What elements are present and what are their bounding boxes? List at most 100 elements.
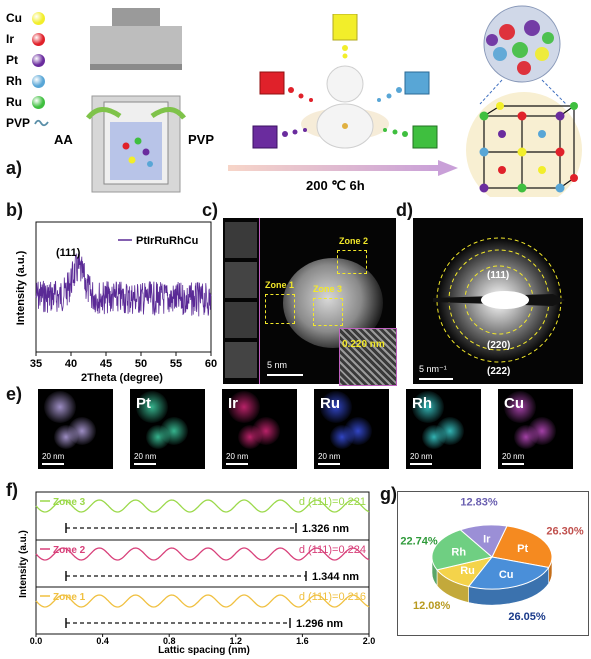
eds-scale-label: 20 nm [226,452,249,461]
profile-line [35,499,370,513]
xrd-xtick-label: 55 [170,358,182,370]
eds-scale-label: 20 nm [134,452,157,461]
ring-label-222: (222) [487,366,511,377]
pie-category-label: Pt [517,543,528,555]
composition-pie-chart: Pt Cu Ru Rh Ir 26.30% 26.05% 12.08% 22.74% 12.83… [400,497,584,624]
eds-map-ir: Ir 20 nm [222,389,297,469]
profile-xlabel: Lattic spacing (nm) [158,645,250,656]
autoclave-illustration [86,8,186,193]
particle-signal [238,425,262,449]
pie-slice-rh [431,529,494,571]
reaction-condition: 200 ℃ 6h [306,178,365,193]
profile-line [35,594,370,608]
haadf-image: Zone 1 Zone 2 Zone 3 0.220 nm 5 nm [223,218,397,386]
particle-signal [146,425,170,449]
scale-bar-c [267,374,303,376]
legend-item-ru: Ru [6,94,66,112]
zone-3-label: Zone 3 [313,284,343,294]
pie-slice-ir [459,524,508,558]
pie-slice-cu [467,556,550,590]
particle-signal [514,425,538,449]
legend-dot-icon [32,96,45,109]
measurement-length: 1.326 nm [302,523,349,535]
saed-pattern: (111) (220) (222) 5 nm⁻¹ [413,218,583,384]
eds-element-label: Cu [504,395,524,412]
panel-a: Cu Ir Pt Rh Ru PVP AA PVP [0,0,591,200]
panel-b-label: b) [6,200,23,220]
scale-label-c: 5 nm [267,360,288,370]
pie-percent-label: 26.05% [508,611,546,623]
lattice-inset: 0.220 nm [339,328,397,386]
panel-g-label: g) [380,484,397,504]
particle-signal [320,391,352,423]
zone-2-box [337,250,367,274]
pvp-legend-label: PVP [6,116,31,130]
panel-e-label: e) [6,384,23,404]
panel-a-label: a) [6,158,23,178]
profile-ylabel: Intensity (a.u.) [18,530,29,598]
profile-d-spacing: d (111)=0.224 [299,544,366,556]
particle-signal [330,425,354,449]
eds-scale-label: 20 nm [318,452,341,461]
pie-frame [397,491,589,636]
legend-label: Rh [6,74,22,88]
xrd-xtick-label: 40 [65,358,77,370]
legend-label: Pt [6,53,18,67]
spacing-label: 0.220 nm [342,339,385,350]
ru-cluster-icon [412,125,438,149]
xrd-peak-label: (111) [56,247,81,259]
legend-dot-icon [32,33,45,46]
particle-signal [44,391,76,423]
legend-label: Cu [6,11,22,25]
particle-signal [412,391,444,423]
eds-map-rh: Rh 20 nm [406,389,481,469]
profile-xtick-label: 0.4 [96,636,109,646]
profile-zone-label: Zone 1 [53,592,86,603]
panel-c-label: c) [202,200,219,220]
eds-scale-bar [134,463,156,465]
measurement-length: 1.296 nm [296,618,343,630]
profile-xtick-label: 2.0 [363,636,375,646]
xrd-xtick-label: 45 [100,358,112,370]
pie-category-label: Rh [451,546,466,558]
pie-category-label: Cu [499,569,514,581]
eds-map-pt: Pt 20 nm [130,389,205,469]
legend-label: Ru [6,95,22,109]
panel-d-label: d) [396,200,413,220]
eds-scale-label: 20 nm [502,452,525,461]
particle-signal [228,391,260,423]
xrd-xtick-label: 35 [30,358,42,370]
eds-scale-bar [502,463,524,465]
ring-label-220: (220) [487,340,511,351]
profile-xtick-label: 0.8 [163,636,176,646]
rh-cluster-icon [404,71,430,95]
xrd-xtick-label: 50 [135,358,147,370]
line-profile-chart: Zone 3 d (111)=0.221 1.326 nm Zone 2 d (111)… [18,491,375,656]
scale-bar-d [419,378,453,380]
particle-signal [422,425,446,449]
eds-scale-bar [318,463,340,465]
legend-item-ir: Ir [6,31,66,49]
ir-cluster-icon [259,71,285,95]
pvp-arrow-label: PVP [188,132,215,147]
eds-element-label: Rh [412,395,432,412]
eds-scale-bar [42,463,64,465]
reaction-arrow [228,160,458,176]
aa-label: AA [54,132,73,147]
profile-line [35,547,370,561]
legend-dot-icon [32,54,45,67]
zone-1-label: Zone 1 [265,280,295,290]
legend-dot-icon [32,75,45,88]
profile-zone-label: Zone 2 [53,545,86,556]
legend-item-cu: Cu [6,10,66,28]
measurement-length: 1.344 nm [312,571,359,583]
pie-percent-label: 12.08% [413,600,451,612]
pvp-legend: PVP [6,114,66,132]
legend-item-pt: Pt [6,52,66,70]
synthesis-scheme [252,14,438,149]
pvp-squiggle-icon [34,119,50,126]
profile-zone-label: Zone 3 [53,497,86,508]
eds-element-label: Ir [228,395,239,412]
profile-xtick-label: 1.2 [230,636,243,646]
xrd-ylabel: Intensity (a.u.) [15,250,27,325]
